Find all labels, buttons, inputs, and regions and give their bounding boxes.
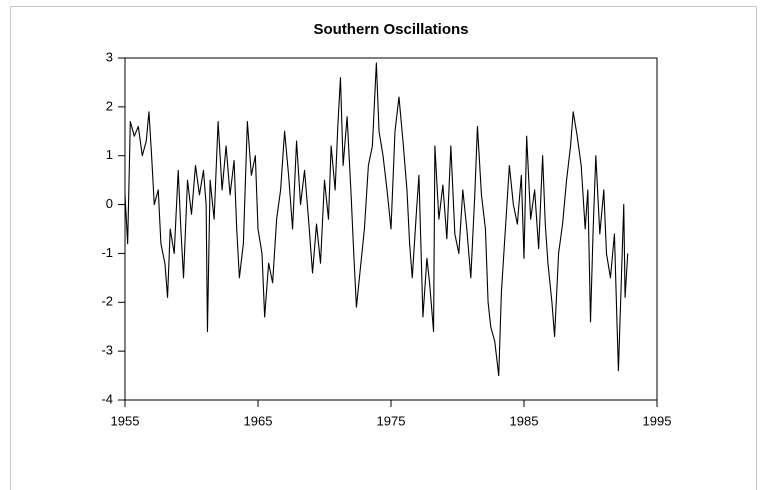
data-line [124,62,629,377]
x-tick-label: 1965 [244,413,273,428]
x-tick-label: 1985 [510,413,539,428]
y-tick-label: 0 [106,196,113,211]
y-tick-label: 1 [106,147,113,162]
y-tick-label: 3 [106,49,113,64]
frame [10,6,757,490]
chart-title: Southern Oscillations [313,21,468,38]
y-tick-label: -2 [101,294,113,309]
y-tick-label: -3 [101,343,113,358]
y-tick-label: 2 [106,98,113,113]
x-tick-label: 1955 [111,413,140,428]
x-tick-label: 1995 [643,413,672,428]
y-tick-label: -4 [101,391,113,406]
x-tick-label: 1975 [377,413,406,428]
y-tick-label: -1 [101,245,113,260]
